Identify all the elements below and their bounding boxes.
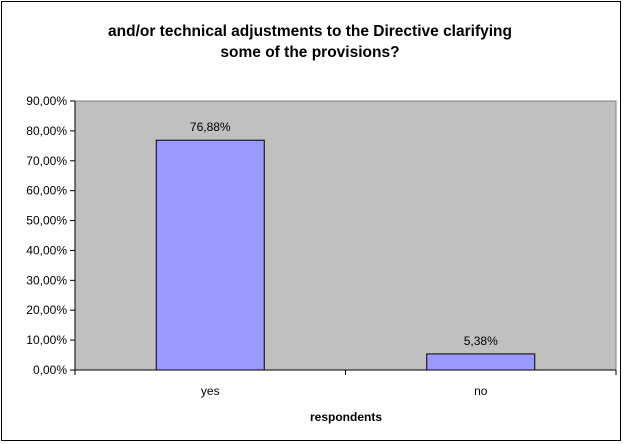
y-tick-label: 40,00% (26, 243, 67, 257)
chart-title-line-2: some of the provisions? (220, 44, 400, 61)
y-tick-label: 10,00% (26, 333, 67, 347)
y-tick-label: 50,00% (26, 214, 67, 228)
y-tick-label: 80,00% (26, 124, 67, 138)
data-label-yes: 76,88% (190, 120, 231, 134)
bar-no (426, 353, 536, 371)
y-tick-label: 60,00% (26, 184, 67, 198)
chart-title-line-1: and/or technical adjustments to the Dire… (108, 23, 512, 40)
bar-yes (155, 139, 265, 371)
y-tick-label: 0,00% (33, 363, 67, 377)
data-label-no: 5,38% (464, 334, 498, 348)
y-tick-label: 30,00% (26, 273, 67, 287)
y-tick-label: 20,00% (26, 303, 67, 317)
x-tick-label: yes (201, 384, 220, 398)
chart-title: and/or technical adjustments to the Dire… (0, 21, 620, 63)
y-tick-label: 90,00% (26, 94, 67, 108)
y-tick-label: 70,00% (26, 154, 67, 168)
x-axis-label: respondents (310, 410, 382, 424)
x-tick-label: no (474, 384, 488, 398)
